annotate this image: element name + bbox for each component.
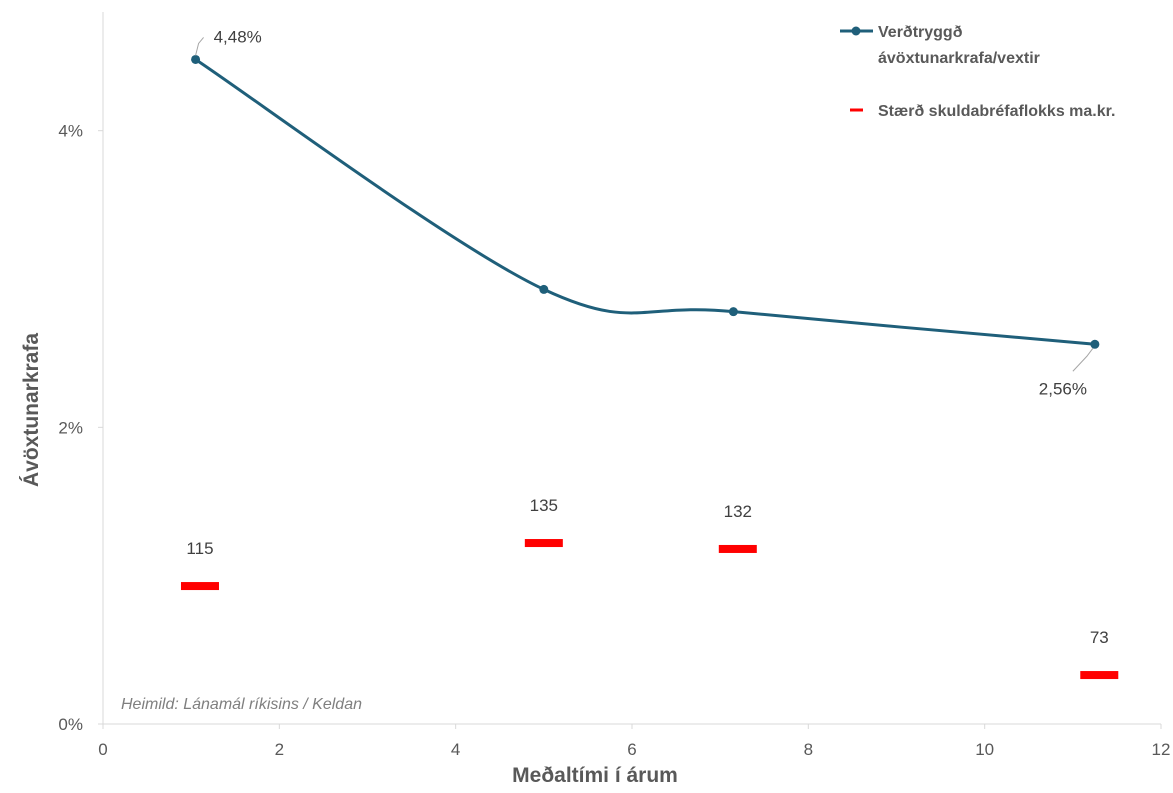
yield-data-label: 4,48% [214, 27, 262, 46]
yield-point [728, 307, 738, 317]
source-annotation: Heimild: Lánamál ríkisins / Keldan [121, 696, 362, 713]
legend-line-marker [851, 26, 861, 36]
size-marker [1080, 671, 1119, 680]
x-axis-title: Meðaltími í árum [512, 764, 678, 787]
legend-line-label-2: ávöxtunarkrafa/vextir [878, 50, 1040, 67]
size-data-label: 135 [530, 496, 558, 515]
size-marker [524, 539, 563, 548]
y-tick-label: 2% [58, 418, 83, 437]
size-marker [180, 582, 219, 591]
x-tick-label: 2 [275, 740, 284, 759]
x-tick-label: 6 [627, 740, 636, 759]
x-tick-label: 10 [975, 740, 994, 759]
ticks: 0 2 4 6 8 10 12 0% 2% 4% [58, 122, 1170, 759]
x-tick-label: 12 [1152, 740, 1171, 759]
y-axis-title: Ávöxtunarkrafa [20, 333, 43, 487]
size-data-label: 132 [724, 502, 752, 521]
size-marker [718, 544, 757, 553]
legend-line-label-1: Verðtryggð [878, 24, 963, 41]
yield-data-label: 2,56% [1039, 379, 1087, 398]
series [180, 54, 1119, 680]
yield-point [1090, 339, 1100, 349]
leader-line [1072, 347, 1094, 372]
yield-point [191, 54, 201, 64]
legend: Verðtryggð ávöxtunarkrafa/vextir Stærð s… [840, 24, 1115, 120]
y-tick-label: 4% [58, 122, 83, 141]
legend-bar-label: Stærð skuldabréfaflokks ma.kr. [878, 103, 1115, 120]
size-data-label: 73 [1090, 628, 1109, 647]
size-data-label: 115 [186, 539, 213, 558]
x-tick-label: 4 [451, 740, 460, 759]
leader-line [195, 37, 204, 56]
data-labels: 4,48% 2,56% 115 135 132 73 [186, 27, 1108, 647]
y-tick-label: 0% [58, 715, 83, 734]
yield-point [539, 284, 549, 294]
x-tick-label: 8 [804, 740, 813, 759]
yield-curve-line [194, 58, 1096, 346]
x-tick-label: 0 [98, 740, 107, 759]
